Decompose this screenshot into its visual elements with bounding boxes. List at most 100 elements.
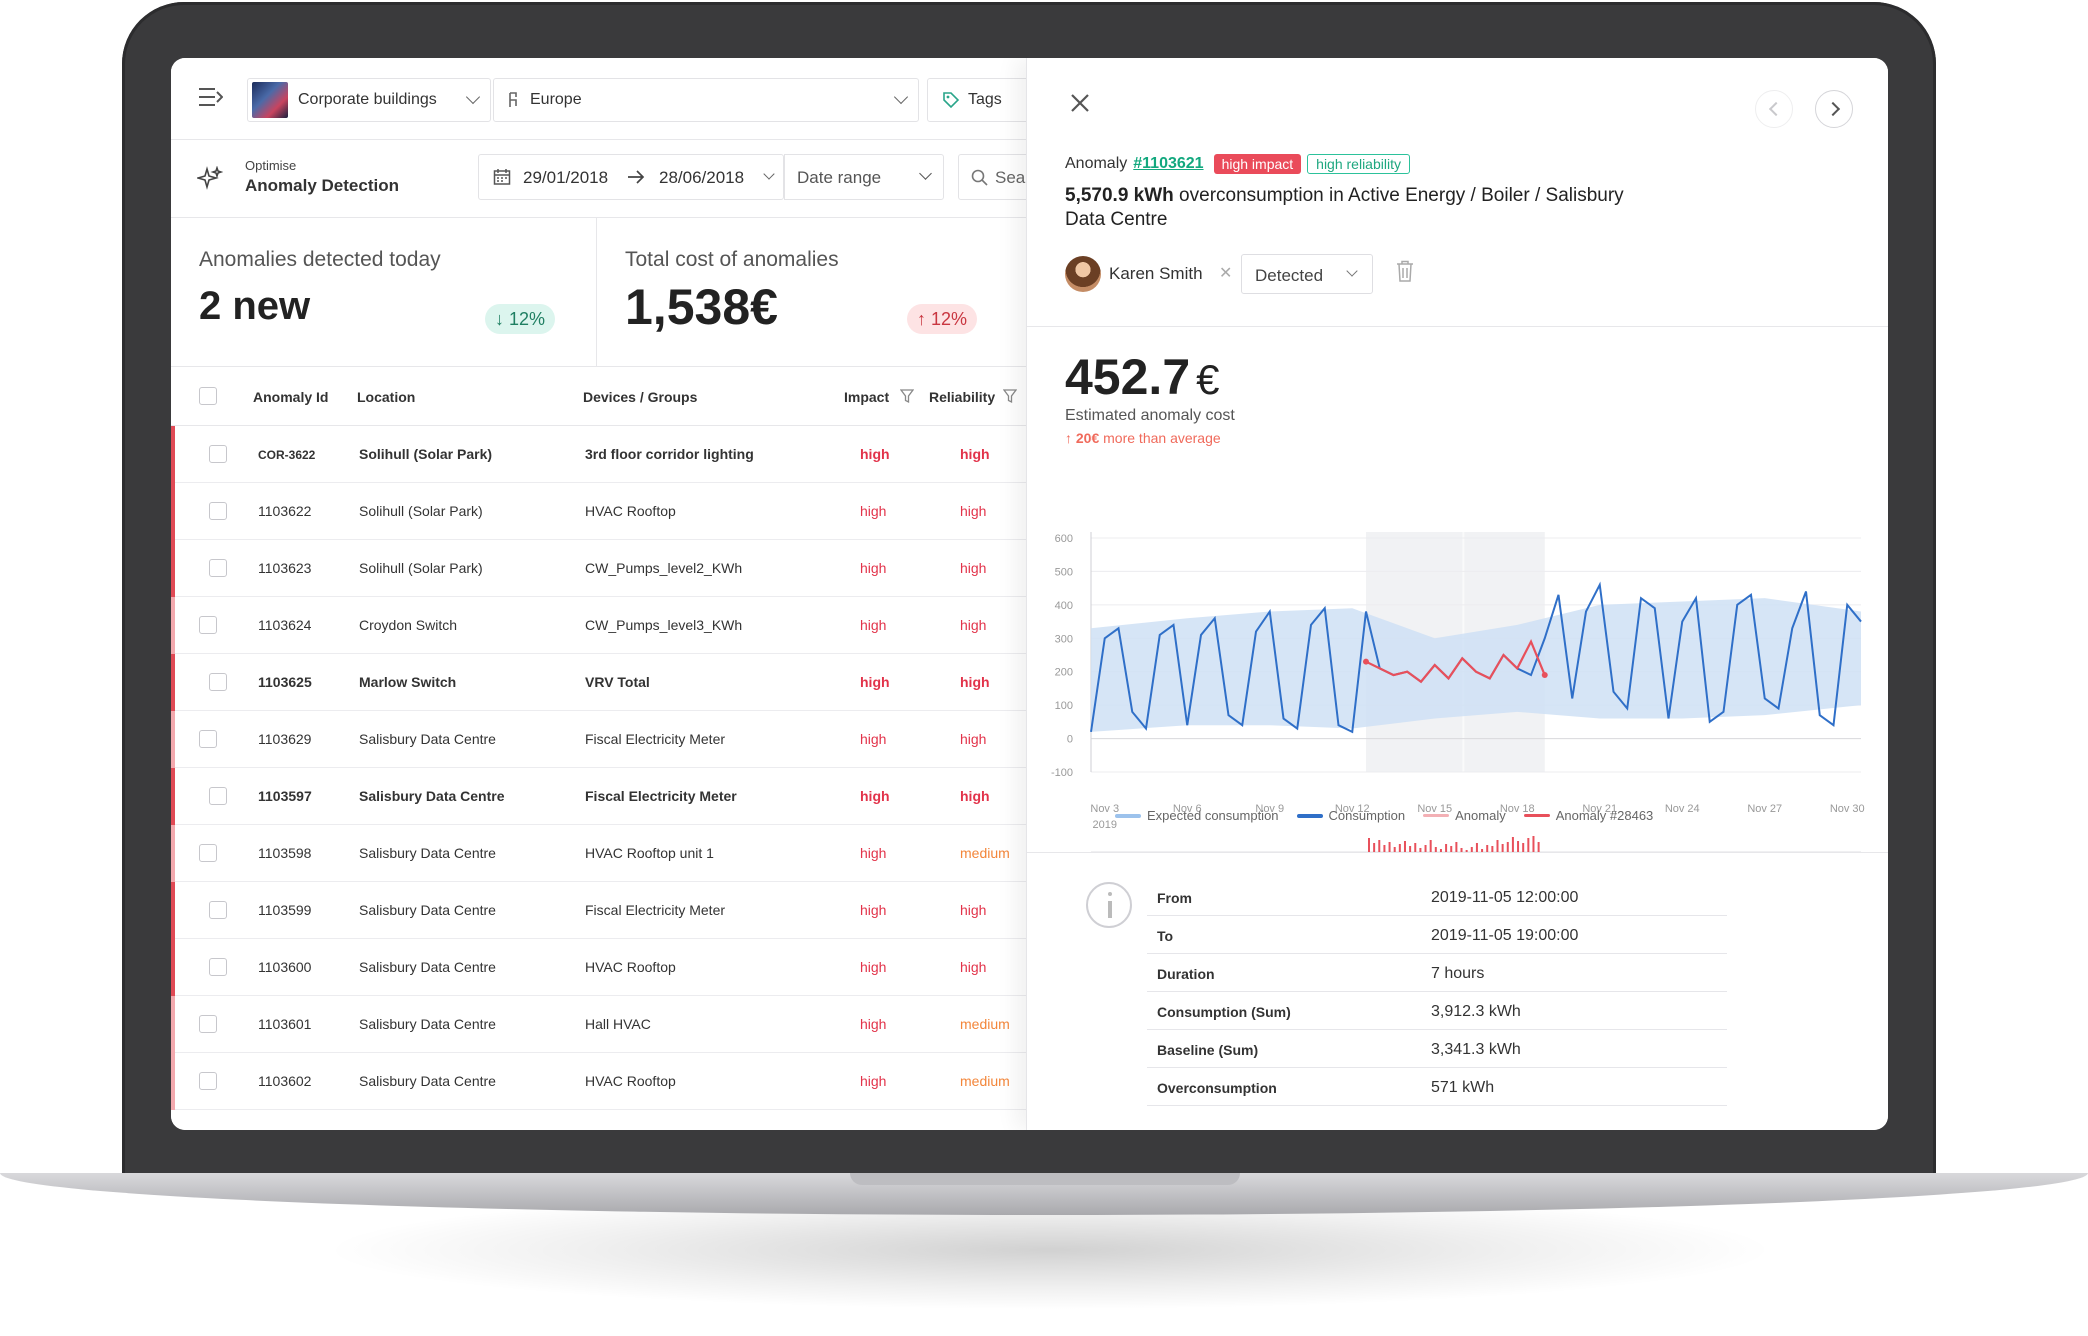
table-row[interactable]: 1103622 Solihull (Solar Park) HVAC Rooftop…: [171, 483, 1026, 540]
filter-icon[interactable]: [900, 389, 914, 404]
legend-label: Anomaly: [1455, 808, 1506, 823]
anomaly-density-bar: [1465, 850, 1468, 852]
cell-location: Salisbury Data Centre: [359, 731, 496, 747]
table-row[interactable]: 1103623 Solihull (Solar Park) CW_Pumps_lev…: [171, 540, 1026, 597]
cell-location: Marlow Switch: [359, 674, 457, 690]
table-row[interactable]: 1103629 Salisbury Data Centre Fiscal Elect…: [171, 711, 1026, 768]
legend-item-consumption[interactable]: Consumption: [1296, 808, 1406, 823]
region-select[interactable]: Europe: [493, 78, 919, 122]
cell-reliability: medium: [960, 845, 1010, 861]
anomaly-density-bar: [1429, 840, 1432, 852]
anomaly-density-bar: [1388, 842, 1391, 852]
cell-reliability: high: [960, 446, 990, 462]
cell-device: CW_Pumps_level2_KWh: [585, 560, 743, 576]
info-key: Duration: [1157, 966, 1215, 982]
table-row[interactable]: 1103602 Salisbury Data Centre HVAC Rooftop…: [171, 1053, 1026, 1110]
info-row: Duration 7 hours: [1147, 954, 1727, 992]
trash-icon[interactable]: [1396, 260, 1414, 282]
column-header-impact[interactable]: Impact: [844, 389, 890, 405]
anomaly-id-link[interactable]: #1103621: [1133, 155, 1204, 172]
sidebar-toggle-icon[interactable]: [199, 88, 223, 106]
info-value: 2019-11-05 12:00:00: [1431, 889, 1579, 906]
cost-delta-text: more than average: [1099, 430, 1221, 446]
table-row[interactable]: 1103601 Salisbury Data Centre Hall HVAC hig…: [171, 996, 1026, 1053]
building-select[interactable]: Corporate buildings: [247, 78, 491, 122]
cell-reliability: high: [960, 617, 987, 633]
next-anomaly-button[interactable]: [1815, 90, 1853, 128]
estimated-cost-label: Estimated anomaly cost: [1065, 407, 1235, 424]
table-row[interactable]: 1103600 Salisbury Data Centre HVAC Rooftop…: [171, 939, 1026, 996]
chevron-down-icon: [465, 89, 481, 105]
row-checkbox[interactable]: [209, 559, 227, 577]
row-checkbox[interactable]: [199, 616, 217, 634]
anomaly-density-bar: [1445, 844, 1448, 852]
y-tick-label: -100: [1051, 767, 1073, 779]
row-status-marker: [171, 540, 175, 597]
hierarchy-icon: [509, 92, 517, 107]
kpi-delta-badge: ↑ 12%: [907, 304, 978, 334]
anomaly-density-bar: [1373, 843, 1376, 852]
row-status-marker: [171, 939, 175, 996]
date-range-label: Date range: [797, 168, 882, 187]
info-key: Overconsumption: [1157, 1080, 1277, 1096]
column-header-devices[interactable]: Devices / Groups: [583, 389, 698, 405]
legend-item-anomaly-28463[interactable]: Anomaly #28463: [1523, 808, 1654, 823]
row-checkbox[interactable]: [209, 673, 227, 691]
anomaly-density-bar: [1501, 844, 1504, 852]
cell-anomaly-id: 1103623: [258, 560, 312, 576]
row-checkbox[interactable]: [199, 1015, 217, 1033]
column-header-location[interactable]: Location: [357, 389, 416, 405]
legend-label: Consumption: [1328, 808, 1406, 823]
anomaly-density-bar: [1470, 847, 1473, 852]
filter-icon[interactable]: [1003, 389, 1017, 404]
tags-select[interactable]: Tags: [927, 78, 1026, 122]
status-select[interactable]: Detected: [1241, 254, 1373, 294]
headline-text: overconsumption in Active Energy / Boile…: [1065, 185, 1624, 230]
column-header-reliability[interactable]: Reliability: [929, 389, 996, 405]
date-range-select[interactable]: Date range: [784, 154, 944, 200]
legend-item-anomaly[interactable]: Anomaly: [1423, 808, 1506, 823]
row-checkbox[interactable]: [209, 901, 227, 919]
anomaly-density-bar: [1532, 836, 1535, 852]
cell-location: Salisbury Data Centre: [359, 1073, 496, 1089]
row-checkbox[interactable]: [199, 844, 217, 862]
info-value: 3,912.3 kWh: [1431, 1003, 1521, 1020]
y-tick-label: 300: [1055, 633, 1073, 645]
previous-anomaly-button[interactable]: [1755, 90, 1793, 128]
select-all-checkbox[interactable]: [199, 387, 217, 405]
cell-device: Fiscal Electricity Meter: [585, 902, 726, 918]
cell-reliability: high: [960, 503, 987, 519]
row-checkbox[interactable]: [209, 787, 227, 805]
row-checkbox[interactable]: [209, 445, 227, 463]
anomaly-headline: 5,570.9 kWh overconsumption in Active En…: [1065, 184, 1625, 232]
remove-assignee-icon[interactable]: ✕: [1219, 265, 1233, 282]
legend-label: Anomaly #28463: [1555, 808, 1654, 823]
close-icon[interactable]: [1069, 92, 1091, 114]
cell-device: HVAC Rooftop: [585, 503, 676, 519]
column-header-id[interactable]: Anomaly Id: [253, 389, 329, 405]
table-row[interactable]: COR-3622 Solihull (Solar Park) 3rd floor c…: [171, 426, 1026, 483]
row-checkbox[interactable]: [209, 502, 227, 520]
cell-anomaly-id: 1103601: [258, 1016, 312, 1032]
table-row[interactable]: 1103624 Croydon Switch CW_Pumps_level3_KWh…: [171, 597, 1026, 654]
row-checkbox[interactable]: [199, 730, 217, 748]
y-tick-label: 500: [1055, 566, 1073, 578]
row-status-marker: [171, 882, 175, 939]
date-picker[interactable]: 29/01/2018 28/06/2018: [478, 154, 784, 200]
table-row[interactable]: 1103625 Marlow Switch VRV Total high high: [171, 654, 1026, 711]
row-checkbox[interactable]: [209, 958, 227, 976]
table-row[interactable]: 1103599 Salisbury Data Centre Fiscal Elect…: [171, 882, 1026, 939]
row-checkbox[interactable]: [199, 1072, 217, 1090]
legend-item-expected[interactable]: Expected consumption: [1115, 808, 1279, 823]
table-row[interactable]: 1103598 Salisbury Data Centre HVAC Rooftop…: [171, 825, 1026, 882]
y-tick-label: 0: [1067, 734, 1073, 746]
x-tick-label: Nov 18: [1500, 803, 1535, 815]
chevron-down-icon: [893, 89, 909, 105]
search-input[interactable]: Sear: [958, 154, 1026, 200]
info-row: Consumption (Sum) 3,912.3 kWh: [1147, 992, 1727, 1030]
table-row[interactable]: 1103597 Salisbury Data Centre Fiscal Elect…: [171, 768, 1026, 825]
cost-delta-amount: ↑ 20€: [1065, 430, 1100, 446]
building-select-value: Corporate buildings: [298, 91, 437, 108]
row-status-marker: [171, 825, 175, 882]
consumption-chart[interactable]: 600 500 400 300 200 100 0 -100 Nov 3 Nov 6 Nov 9 No…: [1051, 458, 1871, 898]
